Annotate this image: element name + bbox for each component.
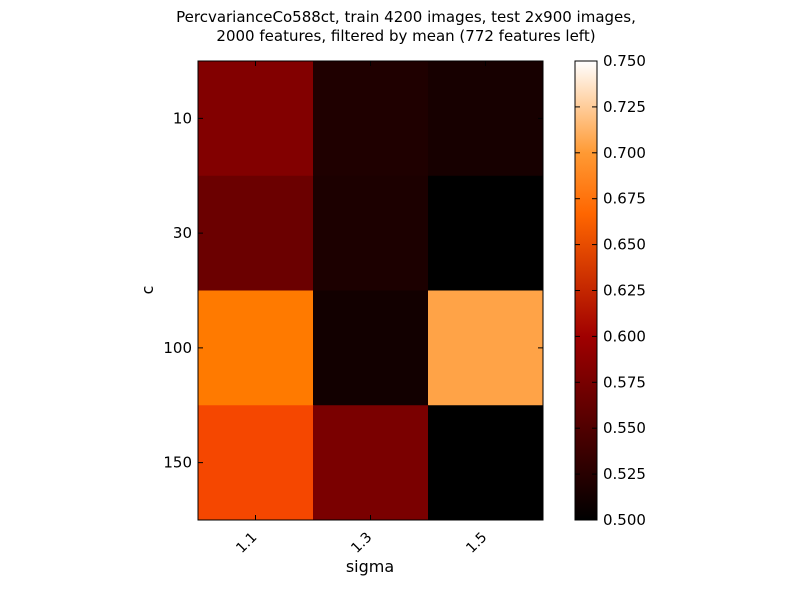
heatmap-cell	[198, 61, 314, 177]
y-axis-ticks: 10 30 100 150	[163, 109, 543, 472]
colorbar-tick-label: 0.750	[603, 52, 646, 70]
y-tick-label: 10	[173, 109, 192, 127]
colorbar-tick-label: 0.575	[603, 373, 646, 391]
colorbar-tick-label: 0.500	[603, 511, 646, 529]
colorbar-tick-label: 0.550	[603, 419, 646, 437]
y-tick-label: 100	[163, 339, 192, 357]
colorbar-ticks: 0.500 0.525 0.550 0.575 0.600 0.625 0.650 0.675…	[575, 52, 646, 529]
colorbar-tick-label: 0.725	[603, 98, 646, 116]
heatmap-cell	[313, 405, 429, 521]
colorbar-tick-label: 0.700	[603, 144, 646, 162]
y-tick-label: 30	[173, 224, 192, 242]
colorbar-tick-label: 0.675	[603, 190, 646, 208]
heatmap-cell	[428, 290, 544, 406]
heatmap-cell	[428, 61, 544, 177]
heatmap-cells	[198, 61, 544, 521]
heatmap-cell	[428, 175, 544, 291]
colorbar-tick-label: 0.600	[603, 327, 646, 345]
colorbar-tick-label: 0.650	[603, 236, 646, 254]
colorbar-tick-label: 0.625	[603, 282, 646, 300]
x-tick-label: 1.5	[463, 530, 490, 557]
heatmap-cell	[313, 290, 429, 406]
heatmap-cell	[313, 61, 429, 177]
heatmap-cell	[198, 175, 314, 291]
y-axis-label: c	[138, 286, 157, 295]
chart-title-line-2: 2000 features, filtered by mean (772 fea…	[216, 27, 596, 45]
heatmap-cell	[198, 405, 314, 521]
colorbar-tick-label: 0.525	[603, 465, 646, 483]
x-tick-label: 1.1	[233, 530, 260, 557]
x-tick-label: 1.3	[348, 530, 375, 557]
chart-title: PercvarianceCo588ct, train 4200 images, …	[0, 8, 812, 46]
heatmap-cell	[428, 405, 544, 521]
heatmap-cell	[313, 175, 429, 291]
chart-title-line-1: PercvarianceCo588ct, train 4200 images, …	[176, 8, 636, 26]
y-tick-label: 150	[163, 454, 192, 472]
heatmap-cell	[198, 290, 314, 406]
x-axis-label: sigma	[346, 557, 394, 576]
